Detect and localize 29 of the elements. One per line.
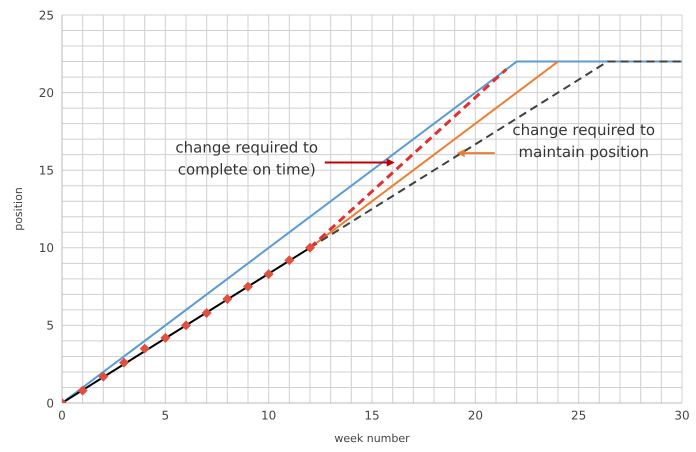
annotation: change required to complete on time) — [175, 138, 318, 178]
y-tick-label: 10 — [38, 241, 54, 256]
y-tick-label: 20 — [38, 86, 54, 100]
point — [119, 358, 129, 368]
point — [98, 372, 108, 382]
x-tick-label: 5 — [162, 408, 170, 423]
point — [181, 320, 191, 330]
x-tick-label: 15 — [364, 408, 380, 423]
point — [140, 344, 150, 354]
x-tick-label: 0 — [58, 408, 66, 423]
y-tick-label: 0 — [46, 396, 54, 410]
annotation: change required to maintain position — [512, 121, 656, 162]
point — [160, 332, 170, 343]
point — [305, 242, 315, 253]
x-tick-label: 30 — [674, 408, 690, 423]
point — [222, 294, 232, 304]
point — [243, 282, 253, 292]
point — [78, 386, 88, 396]
y-tick-label: 15 — [38, 163, 54, 178]
point — [202, 308, 212, 318]
x-tick-label: 25 — [571, 408, 586, 423]
point — [284, 255, 294, 266]
x-tick-label: 10 — [261, 408, 276, 423]
point — [264, 269, 274, 280]
x-tick-label: 20 — [468, 408, 483, 423]
y-tick-label: 25 — [38, 8, 54, 22]
x-axis-title: week number — [334, 432, 410, 445]
y-tick-label: 5 — [46, 318, 54, 333]
y-axis-title: position — [12, 187, 25, 231]
